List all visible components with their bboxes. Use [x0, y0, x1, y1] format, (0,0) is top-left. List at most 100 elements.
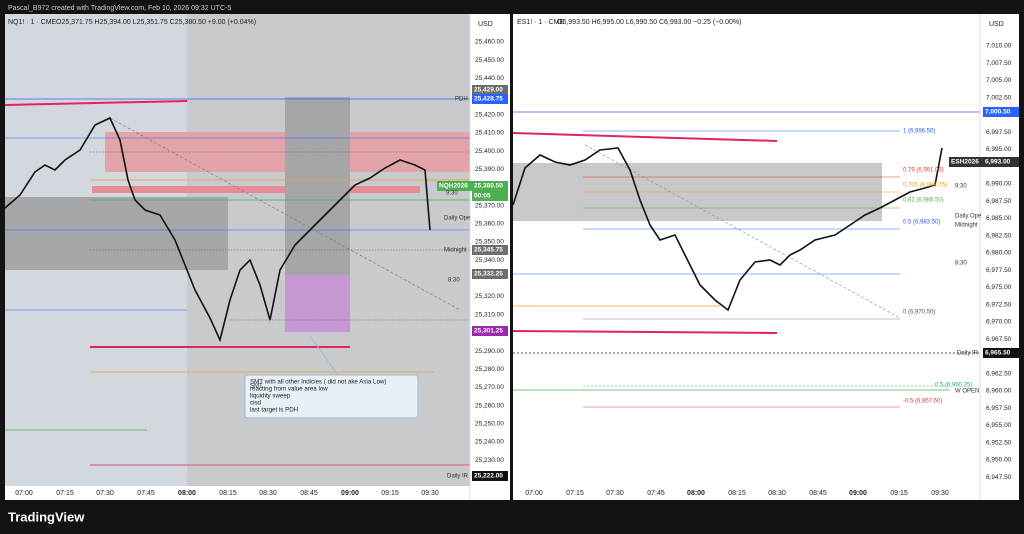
price-label: 25,320.00: [475, 293, 504, 300]
price-label: 6,985.00: [986, 215, 1012, 222]
line: [512, 330, 778, 334]
price-tag: [437, 181, 473, 191]
price-tag-text: 25,332.25: [474, 271, 503, 278]
price-axis: [980, 14, 1019, 500]
price-label: 25,290.00: [475, 348, 504, 355]
note-box: [244, 374, 419, 419]
logo: TradingView: [8, 509, 85, 524]
price-tag-text: 25,429.00: [474, 87, 503, 94]
right-pane: [513, 14, 1019, 500]
chart-label: 8:30: [955, 261, 967, 267]
chart-label: 0.79 (6,991.09): [903, 168, 944, 174]
price-tag-text: 7,000.50: [985, 109, 1011, 116]
price-tag-text: 00:05: [474, 193, 491, 200]
price-tag-text: 25,428.75: [474, 96, 503, 103]
price-label: 6,975.00: [986, 284, 1012, 291]
price-label: 25,240.00: [475, 439, 504, 446]
price-tag-text: 6,965.50: [985, 350, 1011, 357]
chart-label: Daily Ope: [955, 214, 982, 220]
price-tag: [949, 157, 985, 167]
purple-zone: [285, 275, 350, 332]
gray-column: [285, 97, 350, 275]
price-tag-text: 25,345.75: [474, 247, 503, 254]
price-label: 25,440.00: [475, 75, 504, 82]
ohlc: O6,993.50 H6,995.00 L6,990.50 C6,993.00 …: [557, 19, 741, 26]
chart-label: Daily Ope: [444, 216, 471, 222]
chart-label: PDH: [455, 97, 468, 103]
price-label: 25,390.00: [475, 166, 504, 173]
price-tag: [472, 94, 508, 104]
price-label: 25,360.00: [475, 221, 504, 228]
price-tag: [472, 245, 508, 255]
price-label: 25,230.00: [475, 457, 504, 464]
fvg: [92, 186, 420, 193]
time-label: 08:45: [809, 490, 827, 497]
price-label: 6,987.50: [986, 198, 1012, 205]
time-label: 07:00: [15, 490, 33, 497]
time-label: 07:00: [525, 490, 543, 497]
chart-label: 0 (6,970.50): [903, 310, 935, 316]
price-label: 25,370.00: [475, 202, 504, 209]
price-label: 6,980.00: [986, 250, 1012, 257]
chart-label: 8:30: [448, 278, 460, 284]
time-label: 09:30: [421, 490, 439, 497]
price-label: 25,280.00: [475, 366, 504, 373]
chart-label: -0.5 (6,957.50): [903, 399, 942, 405]
price-label: 7,007.50: [986, 60, 1012, 67]
time-label: 09:00: [849, 490, 867, 497]
price-label: 6,957.50: [986, 405, 1012, 412]
price-label: 25,260.00: [475, 402, 504, 409]
price-candles: [512, 147, 943, 312]
note-line: cisd: [250, 400, 262, 407]
price-tag: [472, 191, 508, 201]
currency: USD: [989, 21, 1004, 28]
time-label: 07:30: [96, 490, 114, 497]
note-line: SMT with all other Indicies ( did not ak…: [250, 379, 386, 386]
time-label: 08:15: [728, 490, 746, 497]
price-label: 25,270.00: [475, 384, 504, 391]
chart-label: Midnight: [955, 223, 978, 229]
price-tag: [472, 85, 508, 95]
time-label: 09:30: [931, 490, 949, 497]
time-label: 07:15: [56, 490, 74, 497]
time-label: 07:45: [647, 490, 665, 497]
price-label: 7,005.00: [986, 77, 1012, 84]
symbol: ES1! · 1 · CME: [517, 19, 564, 26]
chart-label: 0.5 (6,983.50): [903, 220, 940, 226]
price-label: 6,970.00: [986, 319, 1012, 326]
chart-label: SMT: [250, 384, 263, 390]
line: [512, 132, 778, 142]
price-label: 6,962.50: [986, 370, 1012, 377]
price-tag: [472, 269, 508, 279]
time-label: 09:15: [890, 490, 908, 497]
time-axis: [5, 486, 510, 500]
chart-label: 0.5 (6,960.25): [935, 383, 972, 389]
time-label: 07:15: [566, 490, 584, 497]
trend-line: [109, 117, 461, 311]
price-tag-text: NQH2026: [439, 183, 468, 190]
chart-label: 9:30: [446, 191, 458, 197]
price-label: 7,010.00: [986, 43, 1012, 50]
price-label: 6,972.50: [986, 301, 1012, 308]
time-label: 08:00: [178, 490, 196, 497]
price-label: 6,990.00: [986, 181, 1012, 188]
price-label: 6,960.00: [986, 388, 1012, 395]
note-line: last target is PDH: [250, 407, 298, 414]
time-label: 09:15: [381, 490, 399, 497]
price-label: 25,460.00: [475, 39, 504, 46]
price-label: 25,340.00: [475, 257, 504, 264]
chart-label: Midnight: [444, 248, 467, 254]
line: [4, 100, 188, 106]
price-tag-text: 6,993.00: [985, 159, 1011, 166]
price-tag: [472, 471, 508, 481]
price-tag-text: 25,222.00: [474, 473, 503, 480]
price-tag-text: ESH2026: [951, 159, 979, 166]
price-label: 6,977.50: [986, 267, 1012, 274]
note-line: liquidity sweep: [250, 393, 291, 400]
price-label: 25,400.00: [475, 148, 504, 155]
chart-label: 9:30: [955, 184, 967, 190]
price-label: 6,982.50: [986, 232, 1012, 239]
price-label: 6,947.50: [986, 474, 1012, 481]
chart-label: 0.62 (6,986.50): [903, 198, 944, 204]
